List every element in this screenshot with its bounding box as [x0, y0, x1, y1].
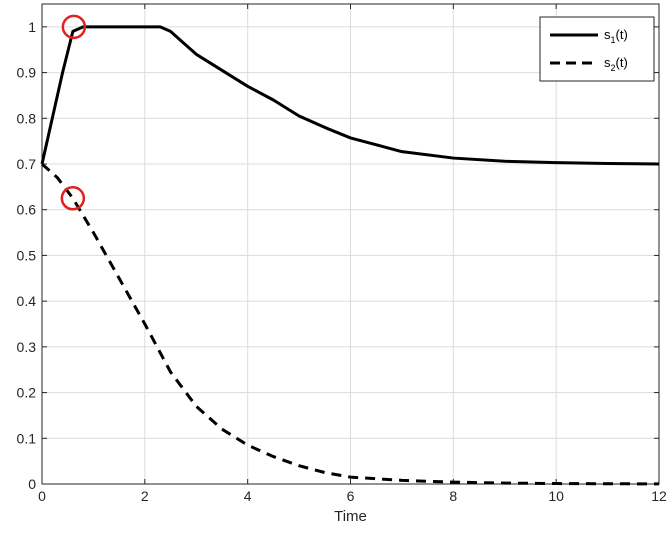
y-tick-label: 0.9	[17, 65, 37, 81]
y-tick-label: 0	[28, 476, 36, 492]
legend-label-subscript: 2	[611, 63, 616, 73]
series-group	[40, 25, 660, 486]
legend-label-suffix: (t)	[616, 55, 628, 70]
legend-label-2: s2(t)	[604, 55, 628, 73]
legend-label-base: s	[604, 27, 611, 42]
legend: s1(t)s2(t)	[539, 16, 655, 82]
y-tick-label: 0.6	[17, 202, 37, 218]
legend-label-subscript: 1	[611, 35, 616, 45]
y-tick-label: 0.2	[17, 385, 37, 401]
legend-label-suffix: (t)	[616, 27, 628, 42]
y-tick-label: 0.5	[17, 247, 37, 263]
x-tick-label: 10	[548, 488, 564, 504]
x-tick-label: 0	[38, 488, 46, 504]
y-tick-label: 0.4	[17, 293, 37, 309]
x-tick-label: 8	[449, 488, 457, 504]
y-tick-label: 1	[28, 19, 36, 35]
y-tick-label: 0.7	[17, 156, 37, 172]
x-tick-label: 6	[347, 488, 355, 504]
highlight-circle	[61, 14, 87, 40]
x-tick-label: 2	[141, 488, 149, 504]
x-tick-label: 4	[244, 488, 252, 504]
series-line-1	[40, 25, 660, 166]
y-tick-label: 0.3	[17, 339, 37, 355]
annotations	[60, 14, 87, 211]
y-tick-label: 0.8	[17, 110, 37, 126]
legend-label-base: s	[604, 55, 611, 70]
y-tick-label: 0.1	[17, 430, 37, 446]
x-axis-title: Time	[334, 508, 367, 525]
x-tick-label: 12	[651, 488, 667, 504]
legend-box	[539, 16, 655, 82]
highlight-circle	[60, 186, 86, 211]
legend-label-1: s1(t)	[604, 27, 628, 45]
